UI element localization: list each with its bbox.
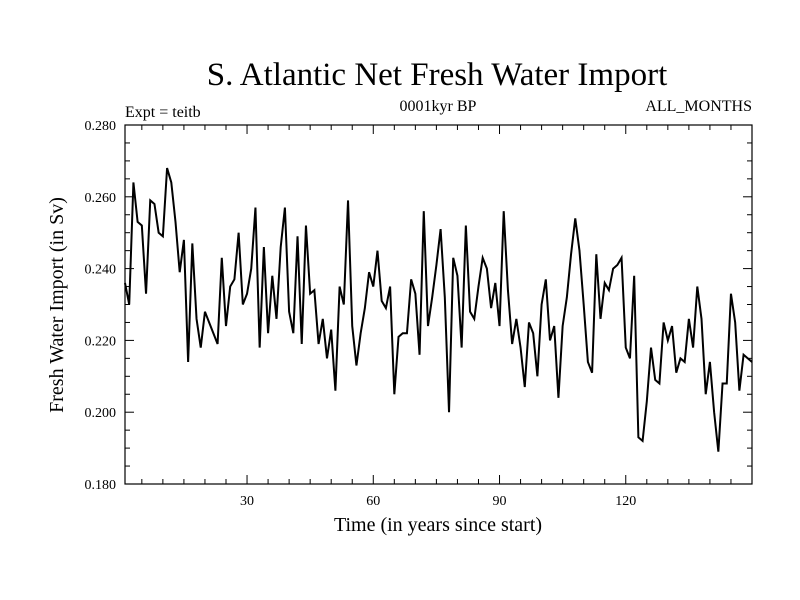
chart-title: S. Atlantic Net Fresh Water Import	[207, 57, 668, 93]
y-tick-label: 0.240	[85, 263, 117, 278]
chart-subtitle-right: ALL_MONTHS	[645, 98, 752, 115]
x-tick-label: 30	[240, 494, 254, 509]
y-axis-label: Fresh Water Import (in Sv)	[46, 197, 68, 413]
y-tick-label: 0.260	[85, 191, 117, 206]
x-axis: 30 60 90 120	[141, 125, 753, 509]
chart-subtitle-left: Expt = teitb	[125, 104, 201, 121]
y-tick-label: 0.200	[85, 406, 117, 421]
y-tick-label: 0.220	[85, 334, 117, 349]
y-axis: 0.180 0.200 0.220 0.240 0.260 0.280	[85, 119, 752, 493]
data-series	[124, 167, 753, 452]
y-tick-label: 0.180	[85, 478, 117, 493]
x-tick-label: 60	[366, 494, 380, 509]
x-tick-label: 90	[493, 494, 507, 509]
x-tick-label: 120	[615, 494, 636, 509]
x-axis-label: Time (in years since start)	[334, 514, 542, 536]
chart-subtitle-center: 0001kyr BP	[400, 98, 477, 115]
y-tick-label: 0.280	[85, 119, 117, 134]
series-line	[124, 167, 753, 452]
